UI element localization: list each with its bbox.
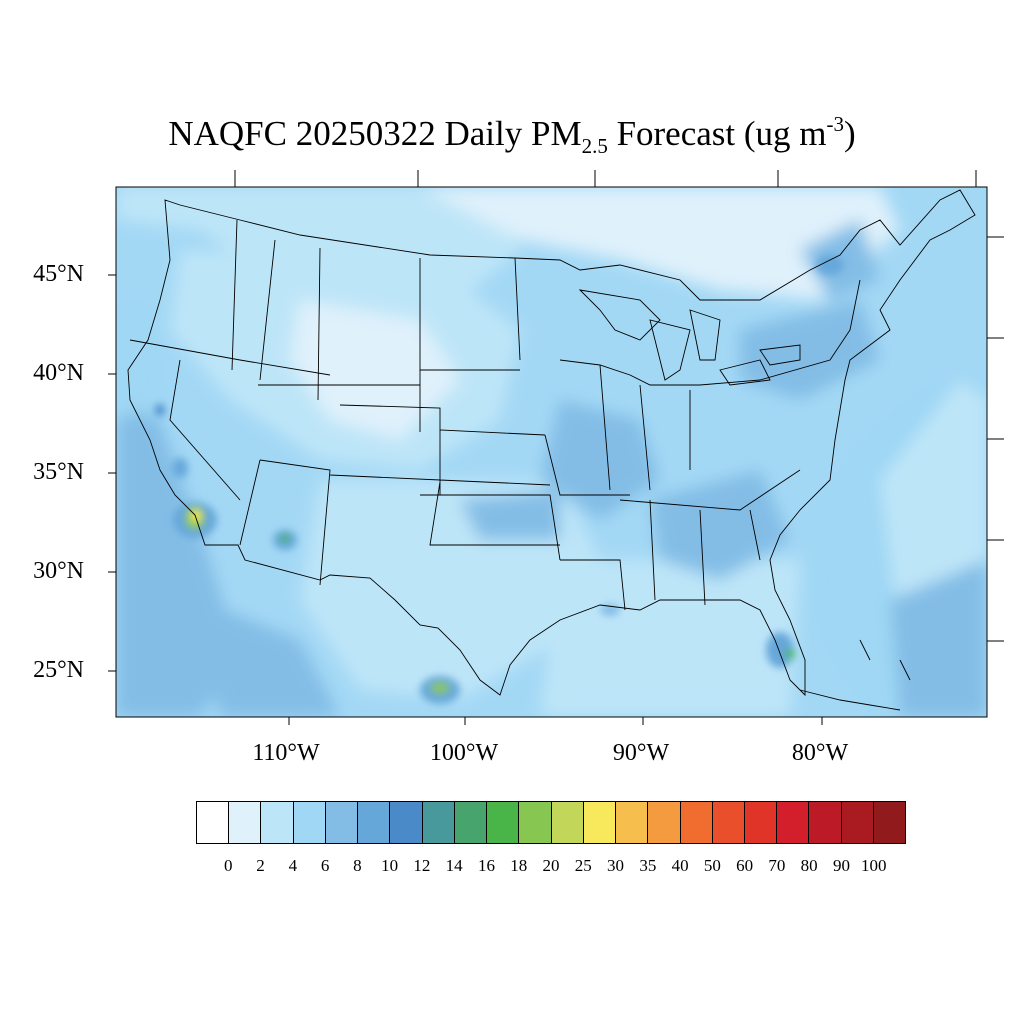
coastlines-and-borders [127, 189, 976, 711]
title-superscript: -3 [826, 112, 845, 136]
conus-outline [127, 189, 976, 697]
colorbar-swatch [648, 802, 681, 843]
colorbar-tick-label: 50 [703, 856, 721, 875]
title-prefix: NAQFC 20250322 Daily PM [168, 114, 582, 153]
colorbar-tick-label: 6 [320, 856, 330, 875]
cuba-bahamas [799, 639, 911, 711]
colorbar-tick-label: 70 [768, 856, 786, 875]
colorbar-tick-label: 14 [445, 856, 463, 875]
lon-label-110w: 110°W [252, 740, 320, 766]
map-frame [108, 170, 1004, 725]
colorbar-tick-label: 90 [832, 856, 850, 875]
title-subscript: 2.5 [581, 134, 608, 158]
colorbar-tick-label: 60 [736, 856, 754, 875]
lon-label-80w: 80°W [791, 740, 849, 766]
colorbar-tick-label: 16 [477, 856, 495, 875]
concentration-field [116, 187, 987, 717]
colorbar-swatch [744, 802, 778, 843]
colorbar-swatch [293, 802, 326, 843]
colorbar-tick-label: 0 [224, 856, 233, 875]
field-shading [116, 187, 987, 717]
lat-label-45n: 45°N [33, 261, 84, 287]
colorbar-swatch [616, 802, 649, 843]
title-suffix: ) [844, 114, 856, 153]
colorbar-swatch [422, 802, 455, 843]
colorbar-tick-label: 35 [639, 856, 657, 875]
colorbar-swatch [325, 802, 359, 843]
lat-label-25n: 25°N [33, 657, 84, 683]
colorbar-tick-label: 20 [542, 856, 560, 875]
lon-label-90w: 90°W [612, 740, 670, 766]
colorbar-tick-label: 40 [671, 856, 689, 875]
colorbar-swatch [680, 802, 713, 843]
lon-label-100w: 100°W [429, 740, 499, 766]
colorbar-swatch [551, 802, 584, 843]
colorbar-swatch [809, 802, 842, 843]
lat-label-30n: 30°N [33, 558, 84, 584]
colorbar-swatch [519, 802, 552, 843]
colorbar-swatch [454, 802, 488, 843]
colorbar-tick-label: 25 [574, 856, 592, 875]
title-middle: Forecast (ug m [607, 114, 827, 153]
lat-label-35n: 35°N [33, 459, 84, 485]
colorbar-tick-label: 2 [256, 856, 265, 875]
colorbar-tick-label: 10 [381, 856, 399, 875]
colorbar-swatch [583, 802, 617, 843]
great-lakes [578, 289, 801, 386]
colorbar-swatch [712, 802, 745, 843]
colorbar-swatch [261, 802, 294, 843]
colorbar-swatch [229, 802, 262, 843]
colorbar-tick-label: 12 [413, 856, 431, 875]
colorbar-swatch [390, 802, 423, 843]
lat-label-40n: 40°N [33, 360, 84, 386]
colorbar [196, 801, 906, 844]
colorbar-swatch [487, 802, 520, 843]
colorbar-tick-label: 8 [353, 856, 362, 875]
colorbar-tick-label: 18 [510, 856, 528, 875]
colorbar-tick-label: 80 [800, 856, 818, 875]
colorbar-tick-label: 30 [607, 856, 625, 875]
field-hotspots [155, 255, 844, 704]
colorbar-swatch [873, 802, 906, 843]
colorbar-swatch [841, 802, 874, 843]
colorbar-tick-label: 100 [860, 856, 887, 875]
colorbar-swatch [197, 802, 230, 843]
colorbar-swatch [358, 802, 391, 843]
colorbar-swatch [777, 802, 810, 843]
map-title: NAQFC 20250322 Daily PM2.5 Forecast (ug … [0, 112, 1024, 158]
colorbar-tick-label: 4 [288, 856, 298, 875]
state-lines [129, 219, 861, 611]
